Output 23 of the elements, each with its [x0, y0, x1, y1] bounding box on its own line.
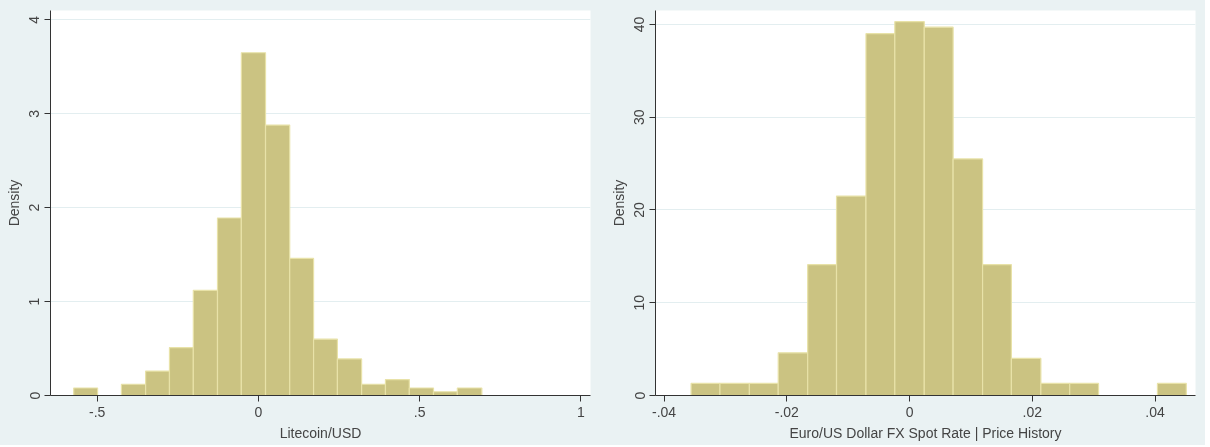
y-tick-label: 2	[26, 203, 43, 212]
x-tick-label: -.5	[89, 403, 106, 420]
x-tick-label: 0	[254, 403, 263, 420]
y-tick-label: 3	[26, 109, 43, 118]
x-tick-label: .5	[413, 403, 426, 420]
x-axis-title: Litecoin/USD	[279, 424, 362, 441]
y-tick-label: 1	[26, 297, 43, 306]
x-tick-label: 1	[576, 403, 585, 420]
y-axis-title: Density	[5, 179, 22, 227]
x-tick-label: 0	[905, 403, 914, 420]
y-tick-label: 20	[631, 201, 648, 218]
y-axis-title: Density	[610, 179, 627, 227]
y-tick-label: 30	[631, 109, 648, 125]
y-tick-label: 10	[631, 294, 648, 311]
y-tick-label: 4	[26, 15, 43, 24]
x-tick-label: .02	[1022, 403, 1043, 420]
x-tick-label: -.02	[774, 403, 800, 420]
y-tick-label: 40	[631, 16, 648, 33]
y-tick-label: 0	[26, 391, 43, 400]
x-tick-label: .04	[1145, 403, 1165, 420]
y-tick-label: 0	[631, 391, 648, 400]
x-tick-label: -.04	[652, 403, 677, 420]
x-axis-title: Euro/US Dollar FX Spot Rate | Price History	[789, 424, 1062, 441]
